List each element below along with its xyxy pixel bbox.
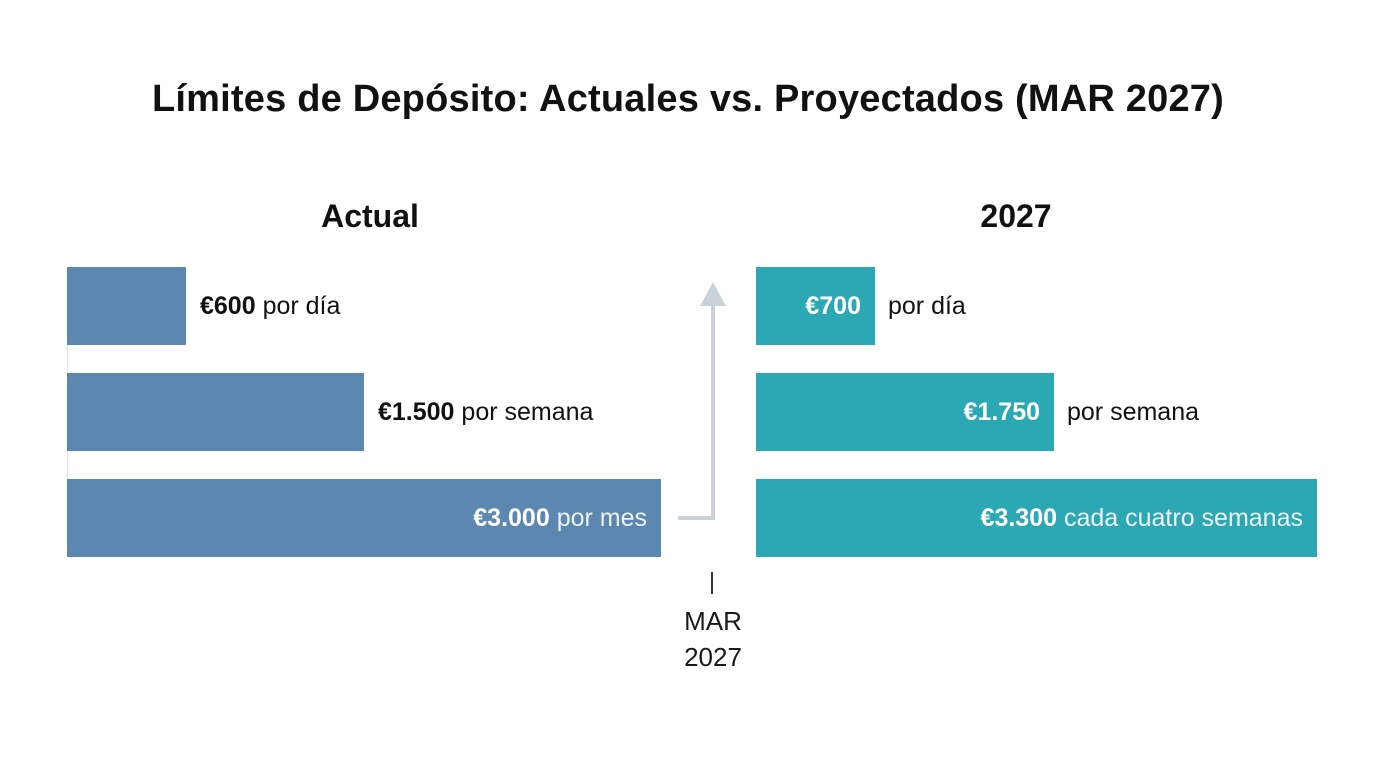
transition-tick [711,572,713,594]
label-unit: por día [888,292,966,320]
bar-current-1 [67,373,364,451]
panel-heading-projected: 2027 [980,198,1052,234]
data-label-current-2: €3.000 por mes [67,479,647,557]
data-label-projected-1: por semana [1067,373,1199,451]
label-unit: por mes [556,504,647,532]
transition-label-month: MAR [684,606,742,636]
transition-arrow-icon [678,282,726,520]
chart-title: Límites de Depósito: Actuales vs. Proyec… [152,78,1224,120]
bar-projected-0 [756,267,875,345]
label-unit: cada cuatro semanas [1063,504,1303,532]
label-amount: €1.750 [963,398,1040,426]
data-label-projected-2: €3.300 cada cuatro semanas [756,479,1303,557]
label-amount: €600 [200,292,256,320]
data-label-current-1: €1.500 por semana [378,373,593,451]
transition-label-year: 2027 [684,642,742,672]
label-amount: €700 [805,292,861,320]
panel-heading-current: Actual [321,198,419,234]
label-amount: €3.000 [473,504,550,532]
label-amount: €1.500 [378,398,455,426]
bar-current-2 [67,479,661,557]
label-amount: €3.300 [980,504,1058,532]
bar-projected-1 [756,373,1054,451]
data-label-projected-amount-1: €1.750 [756,373,1040,451]
data-label-current-0: €600 por día [200,267,340,345]
label-unit: por semana [461,398,594,426]
label-unit: por día [262,292,341,320]
data-label-projected-amount-0: €700 [756,267,861,345]
label-unit: por semana [1067,398,1200,426]
bar-projected-2 [756,479,1317,557]
bar-current-0 [67,267,186,345]
data-label-projected-0: por día [888,267,966,345]
